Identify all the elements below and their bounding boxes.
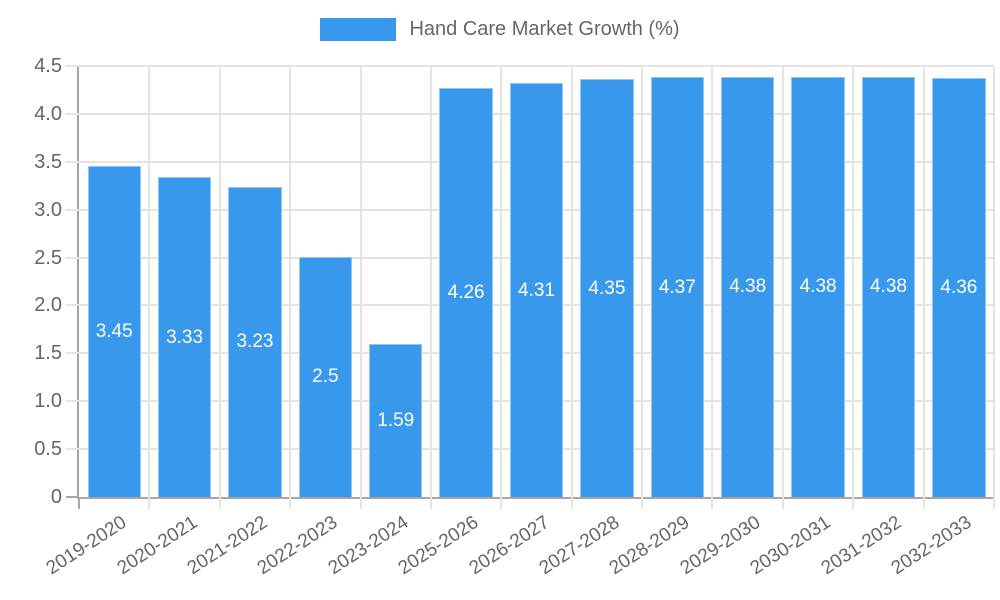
bar-value-label: 4.38 xyxy=(729,276,767,298)
bar-category: 4.38 xyxy=(853,66,923,497)
x-axis-tick xyxy=(641,497,644,509)
x-axis-label: 2019-2020 xyxy=(42,512,131,580)
y-axis-label: 2.5 xyxy=(34,246,62,269)
x-axis-tick xyxy=(429,497,432,509)
bar-category: 4.38 xyxy=(783,66,853,497)
bar-2026-2027: 4.31 xyxy=(509,83,564,497)
gridline-vertical xyxy=(641,66,644,497)
bar-2029-2030: 4.38 xyxy=(721,76,775,497)
plot-area: 3.45 3.33 3.23 2.5 1.59 4.26 4.31 4.35 4.37 4.38 4… xyxy=(66,65,995,509)
gridline-vertical xyxy=(993,66,995,497)
bar-2021-2022: 3.23 xyxy=(228,186,282,497)
gridline-vertical xyxy=(218,66,221,497)
y-axis-label: 0 xyxy=(50,486,62,508)
y-axis-tick xyxy=(66,65,79,67)
x-axis-tick xyxy=(852,497,855,509)
y-axis-label: 1.5 xyxy=(34,342,62,365)
gridline-vertical xyxy=(570,66,573,497)
x-axis-tick xyxy=(359,497,362,509)
y-axis-label: 1.0 xyxy=(34,390,62,413)
y-axis-label: 3.0 xyxy=(34,198,62,221)
legend-label: Hand Care Market Growth (%) xyxy=(409,17,680,40)
x-axis-tick xyxy=(289,497,292,509)
y-axis-tick xyxy=(66,304,79,307)
legend-swatch-icon xyxy=(320,17,397,41)
gridline-horizontal xyxy=(79,65,994,67)
gridline-vertical xyxy=(359,66,362,497)
bar-category: 3.45 xyxy=(79,66,149,497)
y-axis-tick xyxy=(66,160,79,163)
y-axis-tick xyxy=(66,496,79,498)
bar-category: 4.31 xyxy=(501,66,571,497)
bar-value-label: 3.23 xyxy=(236,331,274,353)
bar-2022-2023: 2.5 xyxy=(298,256,353,497)
y-axis-tick xyxy=(66,208,79,211)
bar-2019-2020: 3.45 xyxy=(87,165,141,497)
bar-2031-2032: 4.38 xyxy=(861,76,916,497)
bar-2023-2024: 1.59 xyxy=(369,343,423,497)
bar-value-label: 4.26 xyxy=(447,282,485,303)
bar-2028-2029: 4.37 xyxy=(650,77,704,497)
x-axis-tick xyxy=(78,497,80,509)
gridline-vertical xyxy=(500,66,503,497)
bar-category: 4.36 xyxy=(924,66,994,497)
bar-value-label: 4.35 xyxy=(588,277,626,299)
bar-2025-2026: 4.26 xyxy=(439,88,493,497)
chart-legend[interactable]: Hand Care Market Growth (%) xyxy=(0,16,1000,42)
x-axis-tick xyxy=(500,497,503,509)
y-axis-label: 3.5 xyxy=(34,150,62,173)
y-axis-tick xyxy=(66,256,79,259)
bar-2032-2033: 4.36 xyxy=(932,78,986,497)
bar-category: 1.59 xyxy=(361,66,431,497)
bar-value-label: 4.31 xyxy=(518,279,556,301)
y-axis-label: 2.0 xyxy=(34,294,62,317)
bar-category: 2.5 xyxy=(290,66,360,497)
x-axis-tick xyxy=(993,497,995,509)
bar-2020-2021: 3.33 xyxy=(157,177,212,497)
bar-category: 4.26 xyxy=(431,66,501,497)
gridline-vertical xyxy=(781,66,784,497)
x-axis-tick xyxy=(218,497,221,509)
x-axis-tick xyxy=(148,497,151,509)
bar-value-label: 2.5 xyxy=(312,366,339,388)
gridline-vertical xyxy=(711,66,714,497)
y-axis-tick xyxy=(66,112,79,115)
y-axis-label: 0.5 xyxy=(34,438,62,461)
x-axis-tick xyxy=(570,497,573,509)
y-axis-tick xyxy=(66,448,79,451)
bar-2030-2031: 4.38 xyxy=(791,76,845,497)
bars-container: 3.45 3.33 3.23 2.5 1.59 4.26 4.31 4.35 4.37 4.38 4… xyxy=(79,66,994,497)
bar-category: 4.38 xyxy=(713,66,783,497)
x-axis-tick xyxy=(711,497,714,509)
x-axis-label: 2028-2029 xyxy=(606,512,694,580)
bar-2027-2028: 4.35 xyxy=(580,79,634,497)
bar-category: 3.33 xyxy=(149,66,219,497)
bar-value-label: 4.38 xyxy=(869,276,907,298)
bar-value-label: 1.59 xyxy=(377,409,415,431)
gridline-vertical xyxy=(429,66,432,497)
gridline-vertical xyxy=(852,66,855,497)
bar-value-label: 4.38 xyxy=(799,276,837,298)
gridline-vertical xyxy=(289,66,292,497)
bar-category: 3.23 xyxy=(220,66,290,497)
x-axis-tick xyxy=(922,497,925,509)
bar-category: 4.35 xyxy=(572,66,642,497)
y-axis-label: 4.5 xyxy=(34,55,62,77)
y-axis-label: 4.0 xyxy=(34,102,62,125)
gridline-vertical xyxy=(148,66,151,497)
x-axis-tick xyxy=(781,497,784,509)
bar-value-label: 3.45 xyxy=(95,320,133,342)
bar-value-label: 3.33 xyxy=(166,326,204,348)
y-axis-tick xyxy=(66,352,79,355)
bar-value-label: 4.36 xyxy=(940,277,978,299)
bar-value-label: 4.37 xyxy=(658,276,696,298)
gridline-vertical xyxy=(922,66,925,497)
bar-category: 4.37 xyxy=(642,66,712,497)
y-axis-tick xyxy=(66,400,79,403)
